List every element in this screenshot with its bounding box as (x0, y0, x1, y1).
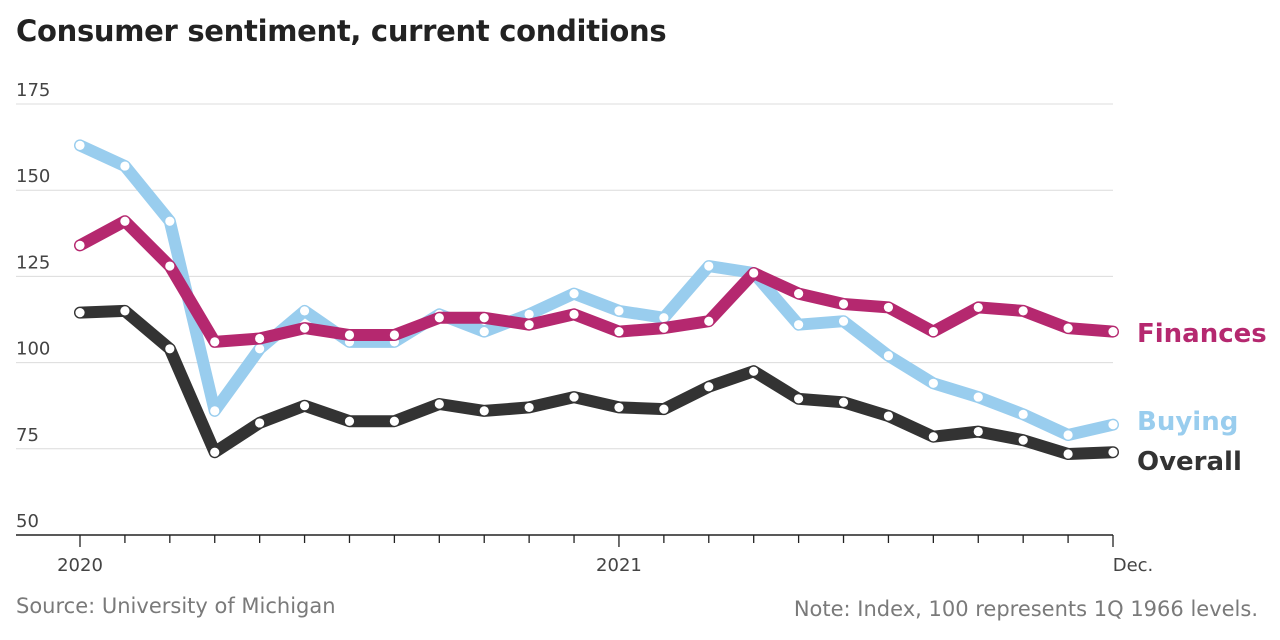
data-point-overall (973, 426, 983, 437)
data-point-overall (120, 306, 130, 316)
data-point-overall (1063, 449, 1073, 459)
data-point-buying (524, 309, 534, 319)
data-point-finances (704, 316, 714, 326)
data-point-overall (838, 397, 849, 407)
data-point-overall (524, 402, 534, 413)
series-label-buying: Buying (1137, 407, 1238, 437)
data-point-finances (659, 323, 669, 333)
series-line-buying (74, 139, 1119, 441)
y-tick-label-150: 150 (16, 166, 50, 187)
data-point-overall (434, 399, 444, 409)
data-point-overall (659, 404, 669, 414)
data-point-finances (120, 216, 130, 226)
data-point-finances (838, 299, 849, 309)
data-point-finances (524, 320, 534, 330)
x-tick-label-dec: Dec. (1113, 555, 1154, 576)
data-point-buying (838, 316, 849, 326)
y-tick-label-175: 175 (16, 80, 50, 101)
data-point-overall (255, 418, 265, 428)
data-point-buying (255, 344, 265, 354)
data-point-buying (299, 306, 310, 316)
data-point-overall (614, 402, 624, 413)
data-point-finances (1018, 306, 1028, 316)
data-point-buying (614, 306, 624, 316)
data-point-finances (210, 337, 220, 347)
data-point-finances (75, 240, 85, 250)
x-axis: 2020 2021 Dec. (57, 535, 1153, 576)
data-point-finances (1108, 326, 1118, 337)
data-point-finances (883, 302, 894, 313)
series-label-finances: Finances (1137, 319, 1267, 349)
data-point-buying (659, 313, 669, 323)
data-point-overall (704, 382, 714, 392)
data-point-finances (794, 289, 804, 299)
data-point-overall (344, 416, 355, 426)
series-labels: Buying Finances Overall (1137, 319, 1267, 477)
data-point-finances (434, 313, 444, 323)
data-point-finances (928, 326, 938, 337)
data-point-finances (569, 309, 579, 319)
data-point-buying (569, 289, 579, 299)
series-buying (74, 139, 1119, 441)
data-point-buying (1108, 420, 1118, 430)
data-point-finances (749, 268, 759, 278)
data-point-overall (165, 344, 175, 354)
y-tick-label-100: 100 (16, 339, 50, 360)
data-point-finances (614, 326, 624, 337)
series-line-finances (74, 215, 1119, 348)
y-tick-label-75: 75 (16, 425, 39, 446)
data-point-overall (569, 392, 579, 402)
data-point-overall (479, 406, 489, 416)
y-axis-ticks: 50 75 100 125 150 175 (16, 80, 50, 532)
data-point-buying (210, 406, 220, 416)
series-label-overall: Overall (1137, 447, 1242, 477)
data-point-buying (794, 320, 804, 330)
data-point-buying (120, 161, 130, 171)
data-point-buying (479, 326, 489, 337)
data-point-finances (1063, 323, 1073, 333)
chart-title: Consumer sentiment, current conditions (16, 14, 667, 48)
data-point-buying (973, 392, 983, 402)
source-note: Source: University of Michigan (16, 594, 336, 618)
y-tick-label-50: 50 (16, 511, 39, 532)
series-lines (74, 139, 1119, 460)
data-point-buying (1063, 430, 1073, 440)
data-point-overall (749, 366, 759, 376)
series-line-overall (74, 304, 1119, 460)
data-point-finances (389, 330, 399, 340)
index-note: Note: Index, 100 represents 1Q 1966 leve… (793, 597, 1258, 621)
data-point-finances (255, 333, 265, 344)
data-point-buying (75, 140, 85, 150)
data-point-buying (704, 261, 714, 271)
data-point-finances (299, 323, 310, 333)
data-point-overall (794, 394, 804, 404)
data-point-overall (1018, 435, 1028, 445)
data-point-finances (344, 330, 355, 340)
data-point-buying (883, 351, 894, 361)
data-point-overall (1108, 447, 1118, 457)
data-point-overall (299, 401, 310, 411)
data-point-finances (479, 313, 489, 323)
x-tick-label-2020: 2020 (57, 555, 103, 576)
data-point-buying (165, 216, 175, 226)
data-point-overall (389, 416, 399, 426)
data-point-overall (75, 308, 85, 318)
data-point-overall (210, 447, 220, 457)
y-tick-label-125: 125 (16, 252, 50, 273)
series-overall (74, 304, 1119, 460)
data-point-finances (973, 302, 983, 313)
data-point-finances (165, 261, 175, 271)
data-point-buying (928, 378, 938, 388)
data-point-buying (1018, 409, 1028, 419)
data-point-overall (883, 411, 894, 421)
x-tick-label-2021: 2021 (596, 555, 642, 576)
data-point-overall (928, 432, 938, 442)
series-finances (74, 215, 1119, 348)
